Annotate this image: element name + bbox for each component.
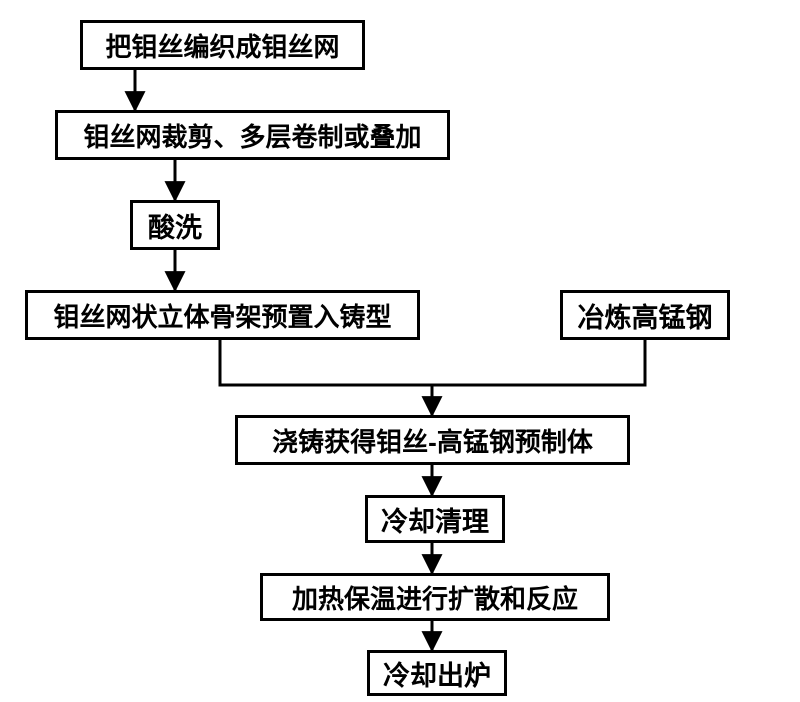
node-cast-preform: 浇铸获得钼丝-高锰钢预制体	[235, 415, 630, 465]
node-cool-clean: 冷却清理	[365, 495, 505, 543]
node-heat-hold-diffusion-reaction: 加热保温进行扩散和反应	[260, 573, 610, 621]
node-label: 冶炼高锰钢	[578, 296, 713, 335]
node-acid-wash: 酸洗	[130, 200, 220, 250]
node-label: 钼丝网裁剪、多层卷制或叠加	[83, 117, 421, 154]
node-label: 冷却清理	[381, 500, 489, 539]
node-label: 把钼丝编织成钼丝网	[105, 27, 339, 64]
node-smelt-high-mn-steel: 冶炼高锰钢	[560, 290, 730, 340]
node-label: 冷却出炉	[383, 654, 491, 693]
node-label: 钼丝网状立体骨架预置入铸型	[53, 297, 391, 334]
node-preplace-skeleton-in-mold: 钼丝网状立体骨架预置入铸型	[25, 290, 420, 340]
node-label: 浇铸获得钼丝-高锰钢预制体	[272, 422, 593, 459]
node-weave-mo-wire-mesh: 把钼丝编织成钼丝网	[80, 20, 365, 70]
node-cut-and-layer-mesh: 钼丝网裁剪、多层卷制或叠加	[55, 110, 450, 160]
flowchart-canvas: 把钼丝编织成钼丝网 钼丝网裁剪、多层卷制或叠加 酸洗 钼丝网状立体骨架预置入铸型…	[0, 0, 800, 702]
node-label: 加热保温进行扩散和反应	[292, 579, 578, 616]
node-cool-discharge: 冷却出炉	[367, 650, 507, 696]
node-label: 酸洗	[148, 206, 202, 245]
